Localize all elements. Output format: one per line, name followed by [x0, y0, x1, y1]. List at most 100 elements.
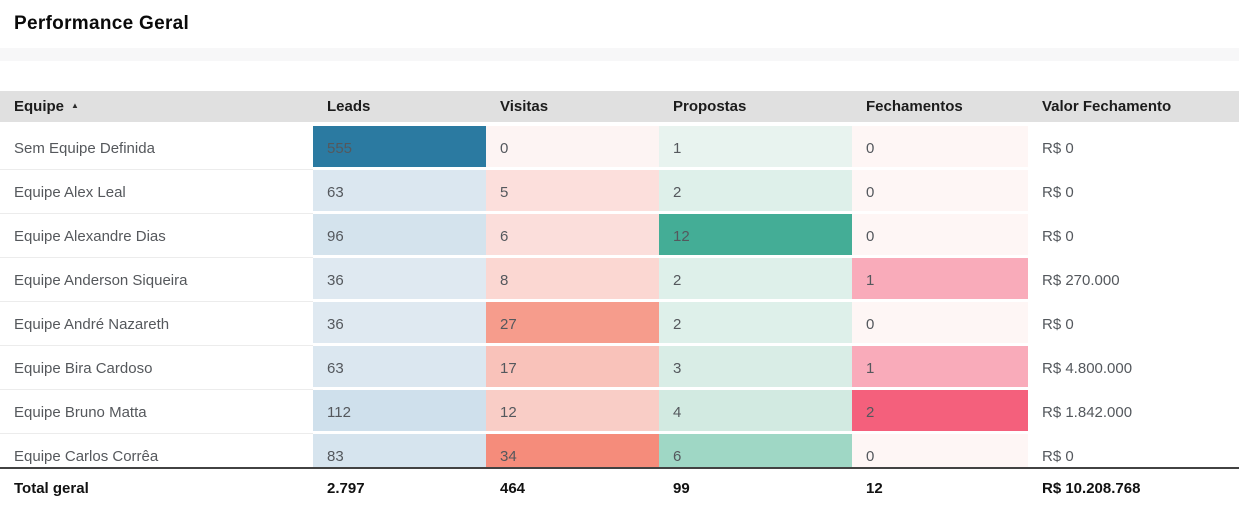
cell-fechamentos: 0 — [852, 214, 1028, 258]
cell-value: 83 — [327, 447, 344, 465]
cell-value: 0 — [866, 183, 875, 201]
column-header-leads[interactable]: Leads — [313, 98, 486, 115]
divider-band — [0, 48, 1239, 61]
cell-value: 63 — [327, 359, 344, 377]
column-header-valor-fechamento[interactable]: Valor Fechamento — [1028, 98, 1239, 115]
team-name: Equipe André Nazareth — [14, 315, 170, 333]
performance-table: Equipe ▲ Leads Visitas Propostas Fechame… — [0, 91, 1239, 507]
cell-value: 34 — [500, 447, 517, 465]
cell-value: 112 — [327, 403, 351, 421]
cell-value: 2 — [673, 271, 682, 289]
cell-value: 0 — [500, 139, 509, 157]
cell-value: R$ 0 — [1042, 139, 1074, 157]
cell-valor: R$ 1.842.000 — [1028, 390, 1239, 434]
cell-propostas: 4 — [659, 390, 852, 434]
total-leads: 2.797 — [327, 479, 365, 497]
cell-valor: R$ 0 — [1028, 126, 1239, 170]
cell-valor: R$ 4.800.000 — [1028, 346, 1239, 390]
cell-value: 17 — [500, 359, 517, 377]
cell-value: 6 — [673, 447, 682, 465]
cell-leads: 36 — [313, 258, 486, 302]
cell-value: R$ 1.842.000 — [1042, 403, 1133, 421]
cell-value: 36 — [327, 271, 344, 289]
column-header-label: Propostas — [673, 98, 747, 115]
team-name: Equipe Alexandre Dias — [14, 227, 166, 245]
table-row: Equipe Carlos Corrêa 83 34 6 0 R$ 0 — [0, 434, 1239, 467]
team-name: Equipe Bruno Matta — [14, 403, 147, 421]
cell-leads: 36 — [313, 302, 486, 346]
cell-leads: 555 — [313, 126, 486, 170]
cell-equipe: Equipe Carlos Corrêa — [0, 434, 313, 467]
cell-value: 1 — [673, 139, 682, 157]
team-name: Equipe Carlos Corrêa — [14, 447, 159, 465]
cell-value: 8 — [500, 271, 509, 289]
column-header-label: Valor Fechamento — [1042, 98, 1172, 115]
cell-equipe: Equipe André Nazareth — [0, 302, 313, 346]
total-label: Total geral — [14, 479, 89, 497]
table-row: Equipe Anderson Siqueira 36 8 2 1 R$ 270.000 — [0, 258, 1239, 302]
cell-valor: R$ 0 — [1028, 302, 1239, 346]
cell-fechamentos: 1 — [852, 346, 1028, 390]
table-row: Equipe Bruno Matta 112 12 4 2 R$ 1.842.000 — [0, 390, 1239, 434]
cell-visitas: 34 — [486, 434, 659, 467]
team-name: Equipe Bira Cardoso — [14, 359, 153, 377]
cell-valor: R$ 0 — [1028, 214, 1239, 258]
team-name: Equipe Alex Leal — [14, 183, 126, 201]
cell-fechamentos: 0 — [852, 302, 1028, 346]
table-row: Equipe Alexandre Dias 96 6 12 0 R$ 0 — [0, 214, 1239, 258]
cell-fechamentos: 0 — [852, 170, 1028, 214]
cell-value: R$ 0 — [1042, 227, 1074, 245]
cell-value: 555 — [327, 139, 353, 157]
cell-fechamentos: 0 — [852, 434, 1028, 467]
cell-value: R$ 4.800.000 — [1042, 359, 1133, 377]
cell-leads: 112 — [313, 390, 486, 434]
column-header-label: Visitas — [500, 98, 549, 115]
cell-value: 12 — [673, 227, 690, 245]
cell-value: 0 — [866, 227, 875, 245]
column-header-fechamentos[interactable]: Fechamentos — [852, 98, 1028, 115]
column-header-propostas[interactable]: Propostas — [659, 98, 852, 115]
cell-leads: 96 — [313, 214, 486, 258]
cell-fechamentos: 1 — [852, 258, 1028, 302]
total-propostas: 99 — [673, 479, 690, 497]
cell-leads: 63 — [313, 346, 486, 390]
column-header-label: Equipe — [14, 98, 65, 115]
cell-value: R$ 0 — [1042, 447, 1074, 465]
column-header-label: Fechamentos — [866, 98, 963, 115]
table-header-row: Equipe ▲ Leads Visitas Propostas Fechame… — [0, 91, 1239, 122]
cell-value: 27 — [500, 315, 517, 333]
total-visitas: 464 — [500, 479, 526, 497]
cell-equipe: Equipe Alex Leal — [0, 170, 313, 214]
cell-fechamentos: 0 — [852, 126, 1028, 170]
cell-equipe: Equipe Bira Cardoso — [0, 346, 313, 390]
team-name: Equipe Anderson Siqueira — [14, 271, 188, 289]
cell-propostas: 6 — [659, 434, 852, 467]
cell-value: 4 — [673, 403, 682, 421]
cell-value: 12 — [500, 403, 517, 421]
title-bar: Performance Geral — [0, 0, 1239, 48]
cell-value: 3 — [673, 359, 682, 377]
cell-propostas: 12 — [659, 214, 852, 258]
column-header-equipe[interactable]: Equipe ▲ — [0, 98, 313, 115]
cell-value: 2 — [673, 315, 682, 333]
table-row: Equipe Alex Leal 63 5 2 0 R$ 0 — [0, 170, 1239, 214]
cell-visitas: 17 — [486, 346, 659, 390]
total-valor-fechamento: R$ 10.208.768 — [1042, 479, 1141, 497]
table-body[interactable]: Sem Equipe Definida 555 0 1 0 R$ 0 Equipe Al… — [0, 122, 1239, 467]
column-header-visitas[interactable]: Visitas — [486, 98, 659, 115]
page-title: Performance Geral — [14, 13, 190, 34]
cell-propostas: 1 — [659, 126, 852, 170]
cell-equipe: Equipe Anderson Siqueira — [0, 258, 313, 302]
cell-visitas: 5 — [486, 170, 659, 214]
cell-value: 1 — [866, 359, 875, 377]
cell-value: 96 — [327, 227, 344, 245]
cell-equipe: Sem Equipe Definida — [0, 126, 313, 170]
cell-valor: R$ 0 — [1028, 434, 1239, 467]
cell-fechamentos: 2 — [852, 390, 1028, 434]
cell-leads: 83 — [313, 434, 486, 467]
cell-value: 36 — [327, 315, 344, 333]
cell-value: 2 — [673, 183, 682, 201]
total-fechamentos: 12 — [866, 479, 883, 497]
cell-value: 2 — [866, 403, 875, 421]
